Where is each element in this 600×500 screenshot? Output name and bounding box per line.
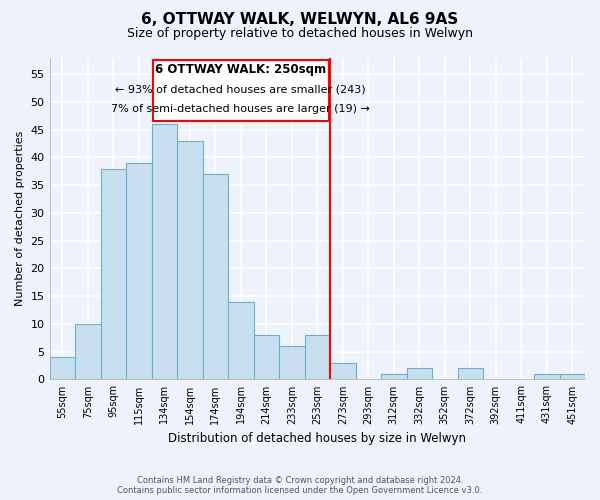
Y-axis label: Number of detached properties: Number of detached properties bbox=[15, 131, 25, 306]
X-axis label: Distribution of detached houses by size in Welwyn: Distribution of detached houses by size … bbox=[168, 432, 466, 445]
Text: ← 93% of detached houses are smaller (243): ← 93% of detached houses are smaller (24… bbox=[115, 84, 366, 94]
Bar bbox=[126, 163, 152, 380]
Text: 7% of semi-detached houses are larger (19) →: 7% of semi-detached houses are larger (1… bbox=[112, 104, 370, 114]
Bar bbox=[152, 124, 177, 380]
Bar bbox=[254, 335, 279, 380]
Bar bbox=[50, 357, 75, 380]
Bar bbox=[458, 368, 483, 380]
Bar bbox=[177, 141, 203, 380]
Bar bbox=[203, 174, 228, 380]
Bar bbox=[75, 324, 101, 380]
Bar bbox=[330, 363, 356, 380]
Bar bbox=[228, 302, 254, 380]
Text: Contains HM Land Registry data © Crown copyright and database right 2024.
Contai: Contains HM Land Registry data © Crown c… bbox=[118, 476, 482, 495]
Text: Size of property relative to detached houses in Welwyn: Size of property relative to detached ho… bbox=[127, 28, 473, 40]
Bar bbox=[381, 374, 407, 380]
Bar bbox=[560, 374, 585, 380]
Bar bbox=[534, 374, 560, 380]
Text: 6, OTTWAY WALK, WELWYN, AL6 9AS: 6, OTTWAY WALK, WELWYN, AL6 9AS bbox=[142, 12, 458, 28]
Bar bbox=[279, 346, 305, 380]
Bar bbox=[101, 168, 126, 380]
Bar bbox=[407, 368, 432, 380]
Bar bbox=[305, 335, 330, 380]
FancyBboxPatch shape bbox=[153, 60, 329, 122]
Text: 6 OTTWAY WALK: 250sqm: 6 OTTWAY WALK: 250sqm bbox=[155, 63, 326, 76]
